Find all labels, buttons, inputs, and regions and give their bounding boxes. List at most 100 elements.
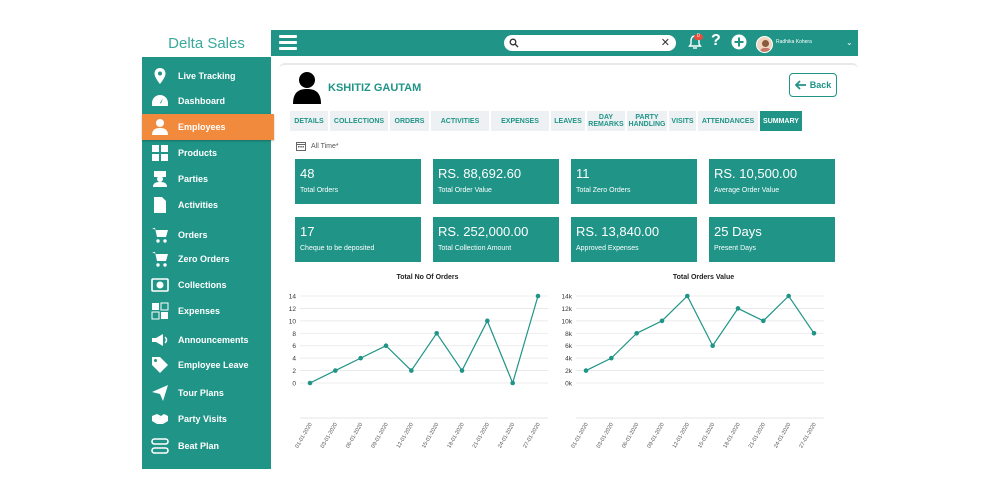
data-point[interactable] (710, 343, 715, 349)
summary-card: RS. 10,500.00 Average Order Value (709, 159, 835, 204)
data-point[interactable] (307, 380, 313, 386)
sidebar-item-parties[interactable]: Parties (142, 166, 271, 192)
x-tick-label: 01-01-2020 (570, 422, 589, 449)
sidebar-item-employee-leave[interactable]: Employee Leave (142, 352, 271, 378)
tab-activities[interactable]: ACTIVITIES (431, 111, 489, 131)
y-tick-label: 6 (292, 343, 296, 350)
back-button[interactable]: Back (789, 73, 837, 97)
sidebar-item-live-tracking[interactable]: Live Tracking (142, 63, 271, 89)
clear-search-icon[interactable]: ✕ (660, 37, 670, 49)
hamburger-menu-icon[interactable] (279, 35, 297, 51)
data-point[interactable] (485, 318, 490, 324)
parties-icon (153, 171, 167, 187)
data-point[interactable] (383, 343, 389, 349)
series-line (309, 295, 539, 385)
sidebar-item-label: Employee Leave (178, 360, 249, 370)
notification-bell-icon[interactable] (687, 34, 703, 50)
sidebar-item-label: Dashboard (178, 96, 226, 106)
x-tick-label: 27-01-2020 (798, 422, 817, 449)
sidebar-item-collections[interactable]: Collections (142, 272, 271, 298)
chevron-down-icon[interactable]: ⌄ (846, 38, 853, 47)
tab-leaves[interactable]: LEAVES (551, 111, 585, 131)
tab-attendances[interactable]: ATTENDANCES (698, 111, 758, 131)
x-tick-label: 15-01-2020 (421, 422, 440, 449)
sidebar-item-zero-orders[interactable]: Zero Orders (142, 246, 271, 272)
sidebar-item-products[interactable]: Products (142, 140, 271, 166)
x-tick-label: 21-01-2020 (748, 422, 767, 449)
summary-card: 25 Days Present Days (709, 217, 835, 262)
data-point[interactable] (634, 330, 639, 336)
y-tick-label: 0 (292, 381, 296, 388)
y-tick-label: 12k (562, 306, 573, 313)
card-value: 11 (576, 166, 590, 181)
card-label: Cheque to be deposited (300, 245, 375, 252)
sidebar-item-label: Products (178, 148, 218, 158)
x-tick-label: 03-01-2020 (320, 422, 339, 449)
sidebar-item-employees[interactable]: Employees (142, 114, 274, 140)
tab-expenses[interactable]: EXPENSES (491, 111, 549, 131)
sidebar-item-party-visits[interactable]: Party Visits (142, 406, 271, 432)
sidebar-item-orders[interactable]: Orders (142, 222, 271, 248)
tab-summary[interactable]: SUMMARY (760, 111, 802, 131)
x-tick-label: 06-01-2020 (621, 422, 640, 449)
card-value: RS. 252,000.00 (438, 224, 529, 239)
sidebar-item-announcements[interactable]: Announcements (142, 327, 271, 353)
tag-icon (152, 357, 168, 373)
employee-icon (152, 119, 168, 135)
data-point[interactable] (434, 330, 439, 336)
x-tick-label: 24-01-2020 (773, 422, 792, 449)
tab-day-remarks[interactable]: DAY REMARKS (587, 111, 625, 131)
add-circle-icon[interactable] (731, 34, 747, 50)
y-tick-label: 6k (565, 343, 573, 350)
data-point[interactable] (609, 355, 614, 361)
sidebar-item-beat-plan[interactable]: Beat Plan (142, 433, 271, 459)
tab-collections[interactable]: COLLECTIONS (330, 111, 388, 131)
sidebar-item-label: Beat Plan (178, 441, 220, 451)
data-point[interactable] (685, 293, 690, 299)
data-point[interactable] (459, 368, 465, 373)
x-tick-label: 18-01-2020 (722, 422, 741, 449)
data-point[interactable] (535, 293, 541, 299)
card-value: 17 (300, 224, 315, 239)
data-point[interactable] (659, 318, 665, 324)
sidebar-item-activities[interactable]: Activities (142, 192, 271, 218)
sidebar-item-dashboard[interactable]: Dashboard (142, 88, 271, 114)
tab-visits[interactable]: VISITS (669, 111, 696, 131)
data-point[interactable] (583, 368, 589, 373)
sidebar-item-label: Announcements (178, 335, 249, 345)
search-input[interactable] (522, 37, 662, 49)
money-icon (151, 278, 169, 292)
user-name[interactable]: Radhika Kohera (776, 39, 812, 45)
data-point[interactable] (333, 368, 338, 373)
data-point[interactable] (510, 380, 515, 386)
sidebar-item-tour-plans[interactable]: Tour Plans (142, 380, 271, 406)
paper-plane-icon (152, 385, 168, 401)
date-filter[interactable]: All Time* (296, 141, 339, 151)
user-avatar[interactable] (756, 36, 773, 53)
sidebar-item-expenses[interactable]: Expenses (142, 298, 271, 324)
data-point[interactable] (786, 293, 791, 299)
tab-details[interactable]: DETAILS (290, 111, 328, 131)
x-tick-label: 15-01-2020 (697, 422, 716, 449)
chart-title-orders: Total No Of Orders (396, 274, 459, 281)
data-point[interactable] (358, 355, 363, 361)
data-point[interactable] (409, 368, 414, 373)
data-point[interactable] (761, 318, 766, 324)
help-icon[interactable]: ? (711, 32, 721, 49)
date-filter-label: All Time* (311, 142, 339, 150)
summary-card: 11 Total Zero Orders (571, 159, 697, 204)
data-point[interactable] (811, 330, 817, 336)
orders-count-chart: 0 2 4 6 8 10 12 14 01-01-2020 03-01-2020 06-01-202… (289, 293, 548, 449)
y-tick-label: 10 (289, 318, 297, 325)
tab-party-handling[interactable]: PARTY HANDLING (627, 111, 667, 131)
x-tick-label: 01-01-2020 (294, 422, 313, 449)
data-point[interactable] (735, 306, 741, 311)
x-tick-label: 09-01-2020 (646, 422, 665, 449)
tab-orders[interactable]: ORDERS (390, 111, 429, 131)
sidebar-item-label: Parties (178, 174, 209, 184)
sidebar-item-label: Live Tracking (178, 71, 236, 81)
employee-tabs: DETAILS COLLECTIONS ORDERS ACTIVITIES EXPENS… (290, 111, 804, 131)
brand-logo[interactable]: Delta Sales (142, 30, 271, 57)
x-tick-label: 12-01-2020 (672, 422, 691, 449)
summary-card: RS. 252,000.00 Total Collection Amount (433, 217, 559, 262)
